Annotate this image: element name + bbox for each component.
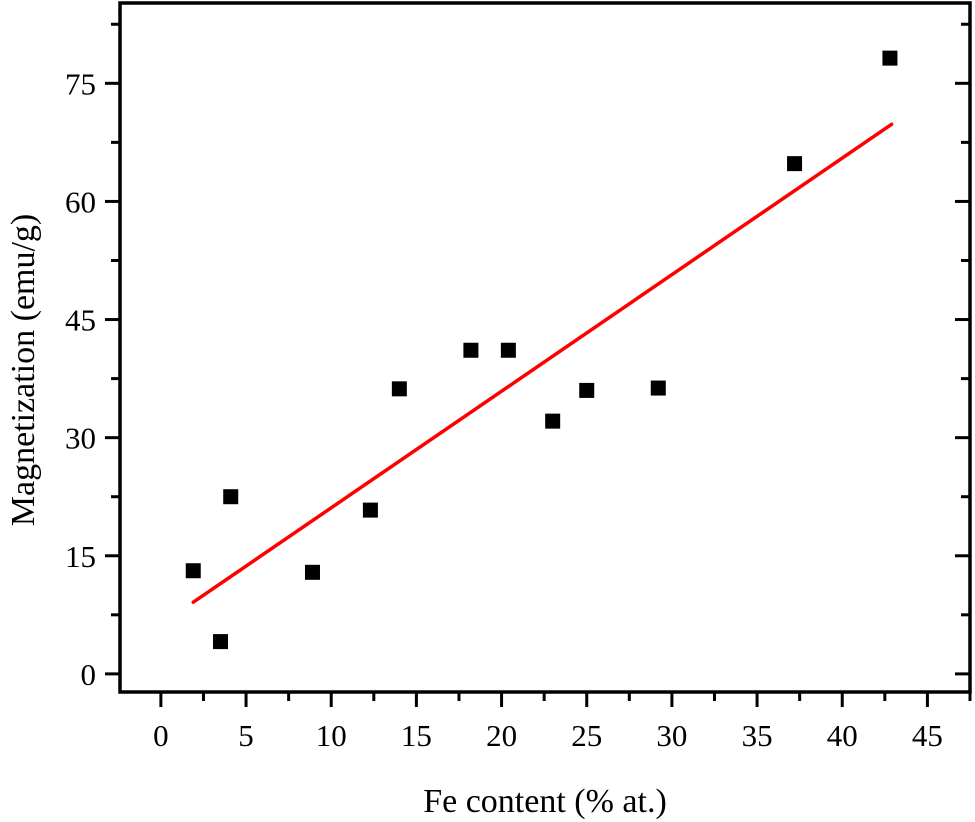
x-tick-label: 5 — [238, 718, 254, 753]
x-tick-label: 45 — [912, 718, 943, 753]
data-point-square — [500, 342, 516, 358]
data-point-square — [579, 382, 595, 398]
plot-frame — [118, 1, 972, 694]
data-point-square — [362, 502, 378, 518]
linear-fit-line — [191, 122, 894, 604]
y-tick-label: 15 — [65, 539, 96, 574]
y-axis-tick-labels: 0 15 30 45 60 75 — [65, 66, 96, 692]
x-tick-label: 40 — [827, 718, 858, 753]
y-tick-label: 0 — [81, 657, 97, 692]
x-axis-ticks — [159, 692, 972, 707]
data-point-square — [185, 563, 201, 579]
y-tick-label: 60 — [65, 184, 96, 219]
y-tick-label: 30 — [65, 421, 96, 456]
data-point-square — [223, 489, 239, 505]
x-tick-label: 0 — [153, 718, 169, 753]
data-point-square — [650, 380, 666, 396]
y-tick-label: 75 — [65, 66, 96, 101]
fit-line — [191, 122, 894, 604]
data-point-square — [787, 156, 803, 172]
x-tick-label: 25 — [571, 718, 602, 753]
y-axis-ticks — [105, 22, 970, 676]
x-tick-label: 10 — [316, 718, 347, 753]
x-axis-title: Fe content (% at.) — [423, 783, 667, 820]
x-axis-tick-labels: 0 5 10 15 20 25 30 35 40 45 — [153, 718, 943, 753]
data-point-square — [391, 381, 407, 397]
x-tick-label: 30 — [656, 718, 687, 753]
x-tick-label: 35 — [742, 718, 773, 753]
plot-border — [118, 1, 972, 694]
x-tick-label: 15 — [401, 718, 432, 753]
y-axis-title: Magnetization (emu/g) — [5, 214, 42, 527]
data-point-square — [304, 564, 320, 580]
data-point-square — [882, 50, 898, 66]
x-tick-label: 20 — [486, 718, 517, 753]
data-point-square — [545, 413, 561, 429]
data-point-square — [463, 342, 479, 358]
data-point-square — [213, 634, 229, 650]
data-points — [185, 50, 898, 650]
y-tick-label: 45 — [65, 303, 96, 338]
